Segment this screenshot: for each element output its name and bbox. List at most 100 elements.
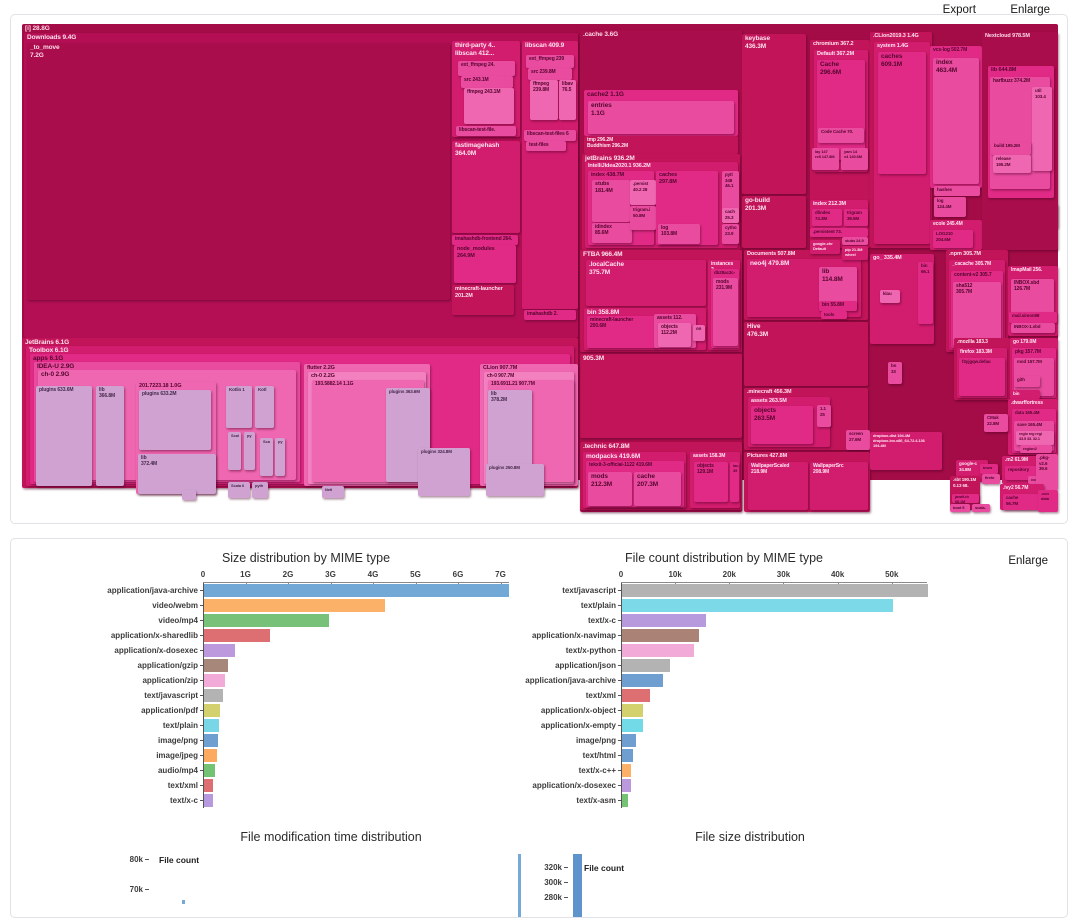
treemap-node[interactable]: java9-rb 68.1M	[952, 494, 979, 503]
treemap-node[interactable]	[182, 490, 196, 500]
export-button[interactable]: Export	[942, 4, 976, 16]
treemap-node[interactable]: bin 66.1	[918, 262, 933, 324]
treemap-node[interactable]: minecraft-launcher 201.2M	[452, 285, 514, 315]
treemap-node[interactable]: .pkg- v2.6 39.6	[1036, 454, 1058, 490]
treemap-node[interactable]: py	[244, 432, 255, 470]
treemap-node[interactable]: index 463.4M	[933, 58, 979, 184]
treemap-node[interactable]: node_modules 264.9M	[454, 245, 516, 283]
treemap-node[interactable]: gith	[1014, 376, 1040, 387]
treemap-node[interactable]: .persist 40.2 28	[630, 180, 656, 205]
treemap-node[interactable]: Netl	[322, 486, 344, 498]
treemap-node[interactable]: hashes	[934, 186, 980, 196]
treemap-node[interactable]: plugins 324.8M	[418, 448, 470, 496]
treemap-node[interactable]: .con data	[1038, 490, 1058, 512]
treemap-node[interactable]: LOG210 204.6M	[933, 230, 973, 248]
treemap-node[interactable]: INBOX-1.sbd	[1011, 323, 1055, 333]
enlarge-charts-button[interactable]: Enlarge	[1008, 555, 1048, 567]
treemap-node[interactable]: release 195.2M	[993, 155, 1031, 173]
treemap-node[interactable]: _to_move 7.2G	[27, 43, 450, 300]
treemap-node[interactable]: pip 21.3M wheel	[842, 246, 868, 260]
treemap-node[interactable]: ext_ffmpeg 239	[526, 55, 574, 68]
treemap-node[interactable]: pyth	[252, 482, 268, 498]
treemap-node[interactable]: ffmpeg 239.8M	[530, 80, 558, 120]
treemap-node[interactable]: src 243.1M	[461, 76, 513, 88]
treemap-node[interactable]: WallpaperScaled 218.9M	[748, 462, 808, 510]
treemap-node[interactable]: Kotlin 1	[226, 386, 252, 428]
treemap-node[interactable]: on	[693, 325, 705, 341]
enlarge-treemap-button[interactable]: Enlarge	[1010, 4, 1050, 16]
treemap-node[interactable]: boot 5	[950, 504, 970, 512]
treemap-node[interactable]: caches 609.1M	[878, 52, 926, 174]
treemap-node[interactable]: f3yjgqw.defau	[959, 358, 1005, 396]
treemap-node[interactable]: keybase 436.3M	[742, 34, 806, 194]
treemap-node[interactable]: trigram 39.5M	[844, 209, 868, 226]
treemap-node[interactable]: yam 14 v4 140.6M	[841, 148, 868, 170]
treemap-node[interactable]: lay 147 re8 147.8M	[812, 148, 839, 170]
treemap-node[interactable]: bin 55.8M	[819, 301, 857, 311]
treemap-node[interactable]: lib 366.8M	[96, 386, 124, 486]
treemap-node[interactable]: dlindex 74.3M	[812, 209, 842, 226]
treemap-node[interactable]: regio reg regi 33.5 33. 32.1	[1016, 431, 1054, 445]
treemap-node[interactable]: Code Cache 70.	[818, 128, 864, 143]
treemap-node[interactable]: Kotl	[255, 386, 274, 428]
treemap-node[interactable]: libscan-test-file.	[456, 126, 516, 136]
treemap-node[interactable]: idindex 85.6M	[592, 223, 632, 243]
treemap-node[interactable]: log 103.8M	[658, 224, 700, 244]
treemap-node[interactable]: entries 1.1G	[588, 101, 734, 134]
treemap-node[interactable]: CMak 22.8M	[984, 414, 1008, 432]
treemap-node[interactable]: cache 207.3M	[634, 472, 681, 506]
treemap-node[interactable]: mail.simon98	[1009, 312, 1057, 323]
treemap-node[interactable]: sha512 305.7M	[953, 282, 1001, 346]
treemap-node[interactable]: mods 212.3M	[588, 472, 632, 506]
treemap-node[interactable]: stubs 24.9	[842, 237, 868, 245]
treemap-node[interactable]: brow	[980, 464, 998, 474]
treemap-node[interactable]: firefo	[982, 474, 1000, 484]
treemap-node[interactable]: stubs 181.4M	[592, 180, 630, 222]
treemap-node[interactable]: test-files	[526, 141, 566, 151]
treemap-node[interactable]: google-chr Default	[810, 240, 840, 254]
treemap-node[interactable]: minecraft-launcher 200.6M	[587, 316, 657, 348]
treemap-node[interactable]: mods 231.9M	[713, 278, 738, 346]
treemap-node[interactable]: lib 378.2M	[488, 390, 532, 470]
treemap-node[interactable]: bn 33	[888, 362, 902, 384]
treemap-node[interactable]: objects 129.1M	[694, 462, 728, 502]
treemap-node[interactable]: util 103.4	[1032, 87, 1052, 171]
treemap-node[interactable]: imahashdb-frontend 264.	[452, 235, 518, 245]
treemap-node[interactable]: libav 76.5	[559, 80, 576, 120]
treemap-node[interactable]: plugins 250.8M	[486, 464, 544, 496]
treemap-node[interactable]: 905.3M	[580, 354, 742, 438]
treemap-node[interactable]: Sca	[260, 438, 273, 476]
treemap-node[interactable]: src 239.8M	[528, 68, 572, 80]
treemap-node[interactable]: plugins 633.6M	[36, 386, 92, 486]
treemap-node[interactable]: dropbox-dist 194.4M dropbox-lnx.x86_64-7…	[870, 432, 942, 470]
treemap-node[interactable]: 1.1 25	[817, 405, 831, 427]
treemap-node[interactable]: ext_ffmpeg 24.	[458, 61, 515, 76]
treemap-node[interactable]: Scal	[228, 432, 241, 470]
treemap-node[interactable]: Hive 476.3M	[744, 322, 868, 386]
treemap-node[interactable]: tmp 296.2M Buddhism 296.2M	[584, 136, 738, 154]
treemap-node[interactable]: lau 39	[730, 462, 739, 502]
treemap-node[interactable]: lib 372.4M	[138, 454, 216, 494]
treemap-node[interactable]: .persistent 73.	[810, 228, 868, 237]
treemap-node[interactable]: cache 56.7M	[1003, 494, 1040, 510]
treemap-node[interactable]: .localCache 375.7M	[586, 260, 706, 306]
treemap-node[interactable]: Scala 6	[228, 482, 250, 498]
treemap-node[interactable]: libscan-test-files 6	[524, 130, 576, 141]
treemap-node[interactable]: py	[275, 438, 285, 476]
treemap-node[interactable]: region2	[1020, 445, 1052, 453]
treemap-node[interactable]: imahashdb 2.	[524, 310, 576, 320]
treemap-node[interactable]: plugins 633.2M	[139, 390, 211, 450]
treemap-node[interactable]: objects 112.2M	[658, 323, 691, 347]
treemap-node[interactable]: scala-	[972, 504, 990, 512]
treemap-node[interactable]: WallpaperSrc 208.9M	[810, 462, 868, 510]
treemap-node[interactable]: go-build 201.3M	[742, 196, 806, 248]
treemap-node[interactable]: build 195.2M	[991, 142, 1031, 155]
treemap-node[interactable]: tools	[821, 311, 847, 319]
treemap-node[interactable]: log 124.4M	[934, 197, 966, 217]
treemap-node[interactable]: cach 25.3	[722, 208, 739, 223]
treemap-node[interactable]: Cache 296.6M	[817, 60, 865, 160]
treemap-node[interactable]: cytho 23.9	[722, 224, 739, 244]
treemap-node[interactable]: fastimagehash 364.0M	[452, 141, 520, 233]
treemap-node[interactable]: screen 27.6M	[846, 430, 870, 450]
treemap-node[interactable]: objects 263.5M	[751, 406, 813, 444]
